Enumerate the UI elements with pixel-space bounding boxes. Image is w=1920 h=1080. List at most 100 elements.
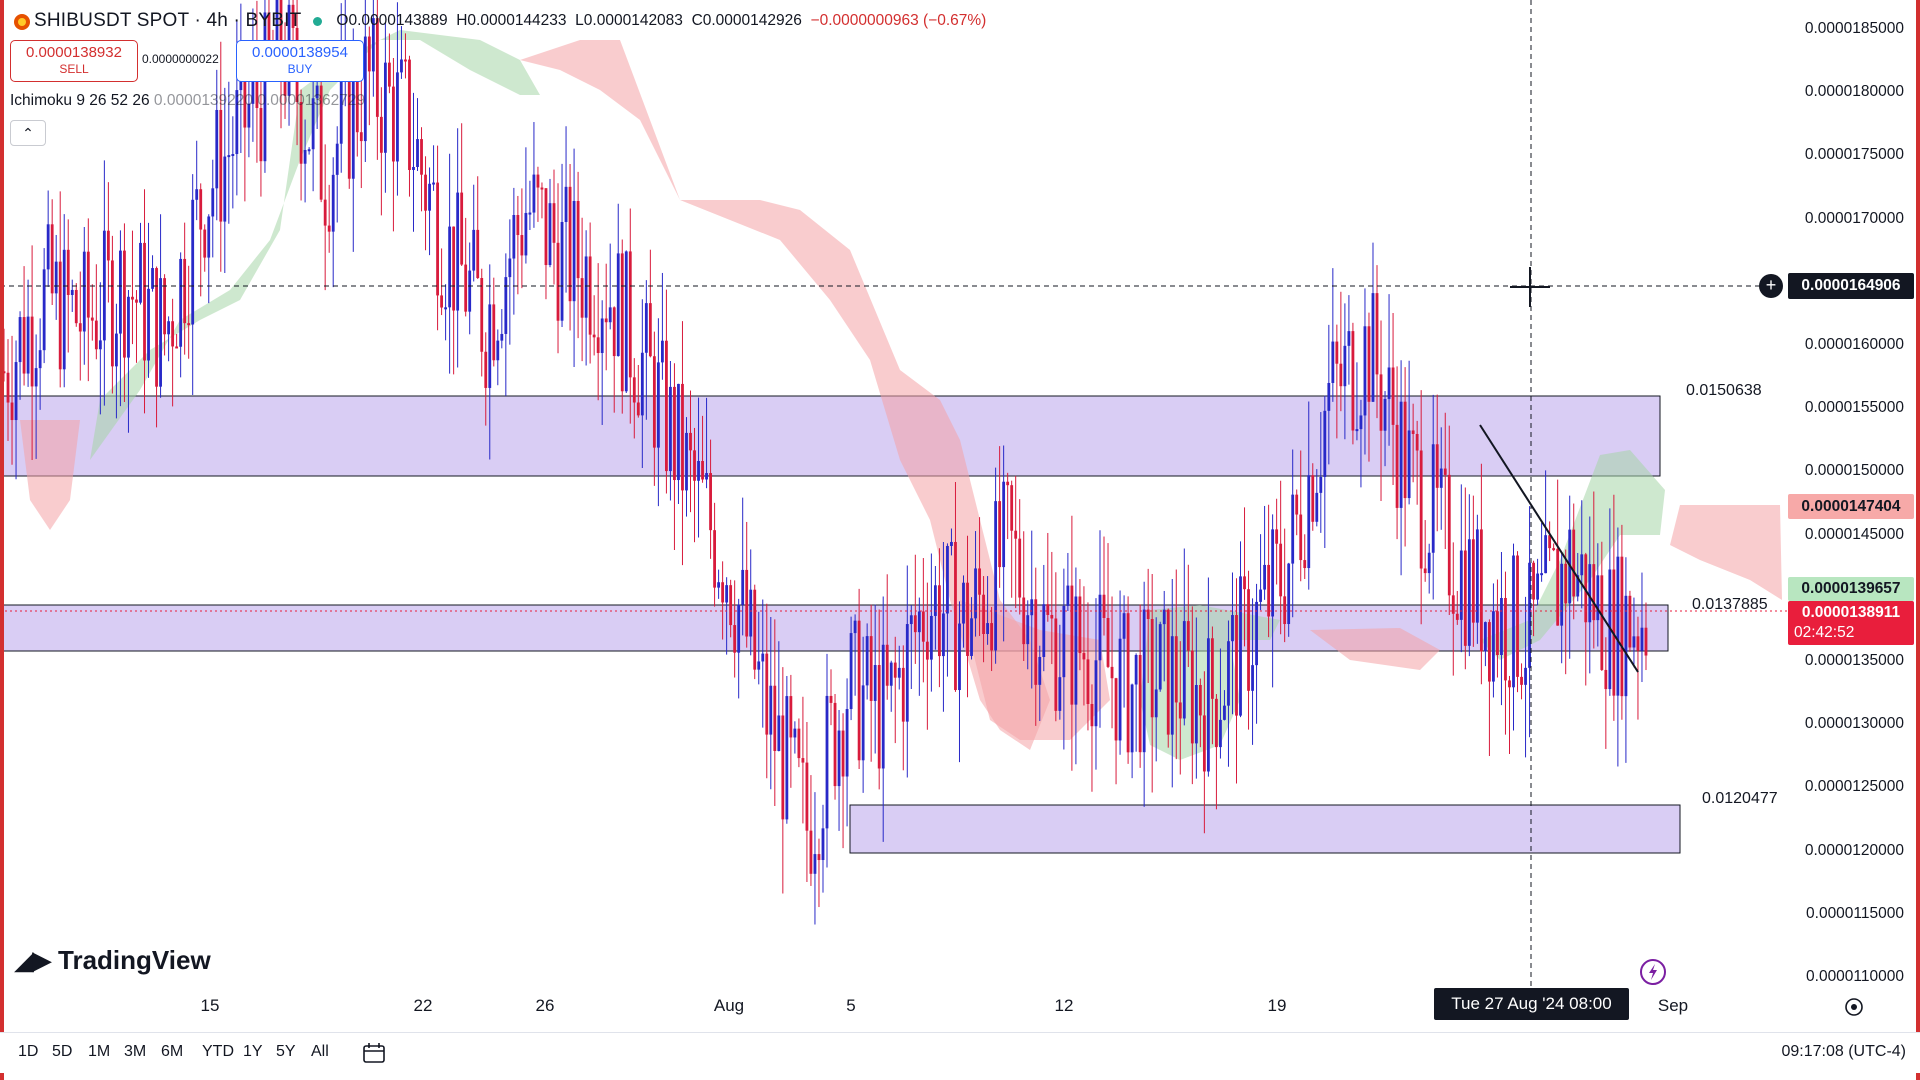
candle-body — [1552, 548, 1556, 551]
candle-body — [251, 67, 255, 104]
candle-body — [536, 174, 540, 188]
candle-body — [1544, 535, 1548, 574]
candle-body — [1335, 341, 1339, 364]
candle-body — [171, 321, 175, 347]
candle-body — [1202, 715, 1206, 772]
candle-body — [127, 296, 130, 358]
candle-body — [18, 317, 22, 363]
candle-body — [636, 402, 640, 416]
candle-body — [1215, 698, 1218, 748]
candle-body — [1247, 589, 1250, 691]
candle-body — [873, 665, 877, 701]
zone-label-upper: 0.0150638 — [1686, 382, 1762, 399]
candle-body — [383, 62, 387, 153]
time-axis-label: 5 — [846, 996, 856, 1015]
candle-body — [488, 304, 492, 388]
candle-body — [207, 216, 211, 258]
price-axis-label: 0.0000155000 — [1804, 399, 1904, 417]
candle-body — [954, 541, 957, 691]
candle-body — [1174, 636, 1178, 703]
candle-body — [1078, 596, 1082, 654]
candle-body — [1018, 538, 1022, 598]
candle-body — [86, 251, 90, 318]
sell-button[interactable]: 0.0000138932 SELL — [10, 40, 138, 82]
timeframe-button[interactable]: 6M — [161, 1043, 184, 1060]
candle-body — [1403, 401, 1407, 499]
timeframe-button[interactable]: 1Y — [243, 1043, 263, 1060]
timeframe-button[interactable]: 5Y — [276, 1043, 296, 1060]
candle-body — [460, 192, 464, 265]
candle-body — [1588, 564, 1592, 623]
candle-body — [1439, 468, 1443, 488]
candle-body — [1058, 677, 1062, 711]
candle-body — [1636, 636, 1640, 651]
candle-body — [50, 224, 54, 294]
candle-body — [1463, 550, 1467, 646]
chart-header: SHIBUSDT SPOT · 4h · BYBIT O0.0000143889… — [0, 8, 986, 34]
candle-body — [347, 57, 351, 179]
candle-body — [315, 85, 319, 99]
price-axis-label: 0.0000125000 — [1804, 778, 1904, 796]
clock-timezone[interactable]: 09:17:08 (UTC-4) — [1781, 1043, 1907, 1060]
candle-body — [516, 215, 520, 236]
candle-body — [408, 59, 411, 170]
indicator-legend[interactable]: Ichimoku 9 26 52 26 0.0000139220 0.00001… — [10, 92, 365, 110]
timeframe-button[interactable]: 1D — [18, 1043, 39, 1060]
candle-body — [1576, 575, 1580, 597]
timeframe-button[interactable]: 3M — [124, 1043, 147, 1060]
zone-label-lower: 0.0120477 — [1702, 790, 1778, 807]
symbol-title[interactable]: SHIBUSDT SPOT · 4h · BYBIT — [34, 10, 302, 31]
lightning-icon[interactable] — [1638, 957, 1668, 987]
candle-body — [62, 249, 66, 370]
candle-body — [761, 653, 765, 662]
candle-body — [400, 59, 403, 73]
candle-body — [1082, 653, 1086, 660]
timeframe-button[interactable]: YTD — [202, 1043, 234, 1060]
candle-body — [1423, 568, 1427, 574]
current-price: 0.0000138911 — [1801, 604, 1901, 621]
candle-body — [195, 189, 199, 200]
candle-body — [367, 36, 371, 72]
timeframe-button[interactable]: 1M — [88, 1043, 111, 1060]
candle-body — [897, 667, 901, 678]
candle-body — [1283, 596, 1287, 625]
candle-body — [576, 200, 580, 279]
add-alert-plus-icon[interactable]: + — [1759, 274, 1783, 298]
price-axis-label: 0.0000135000 — [1804, 652, 1904, 669]
candle-body — [685, 432, 688, 491]
open-value: O0.0000143889 — [336, 12, 448, 29]
candle-body — [1166, 609, 1170, 735]
candle-body — [1050, 614, 1054, 619]
candle-body — [203, 229, 207, 258]
candle-body — [500, 333, 504, 341]
candle-body — [159, 278, 162, 387]
candle-body — [1508, 680, 1511, 688]
candle-body — [929, 615, 933, 660]
candle-body — [1142, 609, 1146, 753]
candle-body — [1528, 562, 1531, 668]
ichimoku-cloud-area — [20, 420, 80, 530]
axis-settings-icon[interactable] — [1843, 996, 1865, 1018]
collapse-legend-button[interactable]: ⌃ — [10, 120, 46, 146]
candle-body — [247, 103, 251, 128]
date-range-calendar-icon[interactable] — [362, 1042, 386, 1064]
buy-button[interactable]: 0.0000138954 BUY — [236, 40, 364, 82]
candle-body — [548, 203, 552, 266]
candle-body — [1251, 665, 1254, 691]
crosshair-cursor-icon — [1510, 267, 1550, 307]
candle-body — [1479, 529, 1483, 652]
candle-body — [1122, 613, 1126, 639]
candle-body — [986, 623, 989, 634]
crosshair-time-tag: Tue 27 Aug '24 08:00 — [1434, 988, 1629, 1020]
candle-body — [881, 644, 885, 769]
candle-body — [1459, 550, 1463, 620]
candle-body — [933, 585, 937, 616]
timeframe-button[interactable]: All — [311, 1043, 329, 1060]
timeframe-button[interactable]: 5D — [52, 1043, 73, 1060]
candle-body — [612, 307, 616, 357]
candle-body — [1427, 552, 1431, 574]
candle-body — [416, 139, 419, 167]
candle-body — [648, 303, 652, 357]
candle-body — [942, 613, 945, 657]
